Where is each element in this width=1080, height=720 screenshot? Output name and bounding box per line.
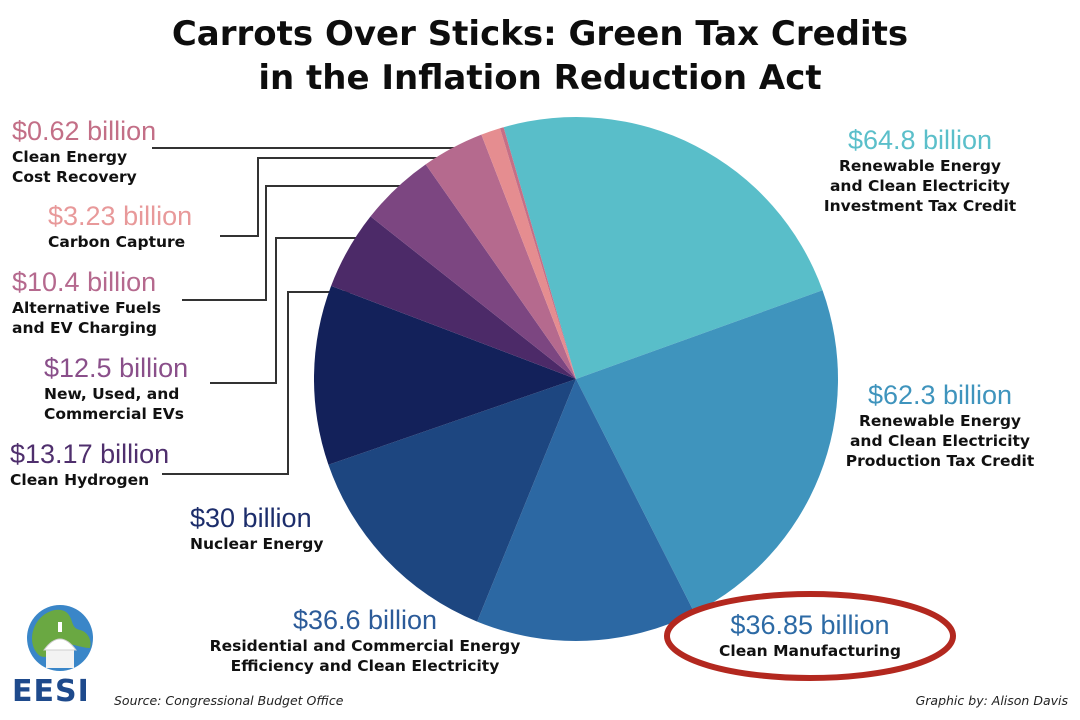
pie-slice-cost-recovery bbox=[499, 127, 576, 379]
leader-lines bbox=[152, 147, 462, 475]
data-label-efficiency: $36.6 billion Residential and Commercial… bbox=[180, 604, 550, 676]
value-label: $36.85 billion bbox=[730, 610, 890, 640]
value-label: $0.62 billion bbox=[12, 116, 157, 146]
chart-title: Carrots Over Sticks: Green Tax Credits i… bbox=[0, 12, 1080, 100]
data-label-nuclear: $30 billion Nuclear Energy bbox=[190, 502, 324, 554]
category-label: New, Used, and Commercial EVs bbox=[44, 385, 184, 423]
category-label: Carbon Capture bbox=[48, 233, 186, 251]
title-line-1: Carrots Over Sticks: Green Tax Credits bbox=[171, 14, 909, 54]
leader-line-hydrogen bbox=[162, 291, 356, 475]
data-label-alt-fuels: $10.4 billion Alternative Fuels and EV C… bbox=[12, 266, 161, 338]
data-label-ptc: $62.3 billion Renewable Energy and Clean… bbox=[810, 379, 1070, 471]
value-label: $62.3 billion bbox=[867, 380, 1013, 410]
value-label: $12.5 billion bbox=[44, 353, 189, 383]
source-note: Source: Congressional Budget Office bbox=[114, 693, 344, 708]
category-label: Clean Energy Cost Recovery bbox=[12, 148, 137, 186]
data-label-hydrogen: $13.17 billion Clean Hydrogen bbox=[10, 438, 169, 490]
value-label: $3.23 billion bbox=[48, 201, 193, 231]
data-label-manufacturing: $36.85 billion Clean Manufacturing bbox=[690, 609, 930, 661]
title-line-2: in the Inflation Reduction Act bbox=[258, 58, 822, 98]
category-label: Nuclear Energy bbox=[190, 535, 324, 553]
pie-slice-efficiency bbox=[328, 379, 576, 622]
pie-slice-fuels bbox=[425, 134, 576, 379]
graphic-credit: Graphic by: Alison Davis bbox=[915, 693, 1068, 708]
data-label-itc: $64.8 billion Renewable Energy and Clean… bbox=[790, 124, 1050, 216]
pie-slice-PTC bbox=[576, 290, 838, 613]
pie-slice-nuclear bbox=[313, 285, 576, 465]
category-label: Clean Manufacturing bbox=[719, 642, 901, 660]
data-label-carbon-capture: $3.23 billion Carbon Capture bbox=[48, 200, 192, 252]
value-label: $64.8 billion bbox=[847, 125, 993, 155]
pie-slice-evs bbox=[370, 164, 576, 379]
pie-slice-manufacturing bbox=[477, 379, 695, 642]
eesi-logo-text: EESI bbox=[12, 674, 90, 709]
value-label: $36.6 billion bbox=[292, 605, 438, 635]
pie-slice-hydrogen bbox=[331, 216, 576, 379]
leader-line-evs bbox=[210, 237, 386, 384]
category-label: Renewable Energy and Clean Electricity P… bbox=[845, 412, 1035, 470]
category-label: Clean Hydrogen bbox=[10, 471, 150, 489]
data-label-cost-recovery: $0.62 billion Clean Energy Cost Recovery bbox=[12, 115, 156, 187]
pie-slice-ITC bbox=[503, 116, 823, 380]
eesi-globe-icon bbox=[27, 605, 93, 671]
data-label-evs: $12.5 billion New, Used, and Commercial … bbox=[44, 352, 188, 424]
value-label: $10.4 billion bbox=[12, 267, 157, 297]
leader-line-carbon-capture bbox=[220, 157, 440, 237]
value-label: $30 billion bbox=[190, 503, 312, 533]
category-label: Residential and Commercial Energy Effici… bbox=[209, 637, 521, 675]
highlight-ellipse bbox=[664, 591, 956, 681]
pie-slice-carbon bbox=[481, 128, 576, 379]
pie-slices bbox=[313, 116, 838, 642]
category-label: Renewable Energy and Clean Electricity I… bbox=[823, 157, 1017, 215]
leader-line-alt-fuels bbox=[182, 185, 424, 301]
category-label: Alternative Fuels and EV Charging bbox=[12, 299, 162, 337]
value-label: $13.17 billion bbox=[10, 439, 170, 469]
